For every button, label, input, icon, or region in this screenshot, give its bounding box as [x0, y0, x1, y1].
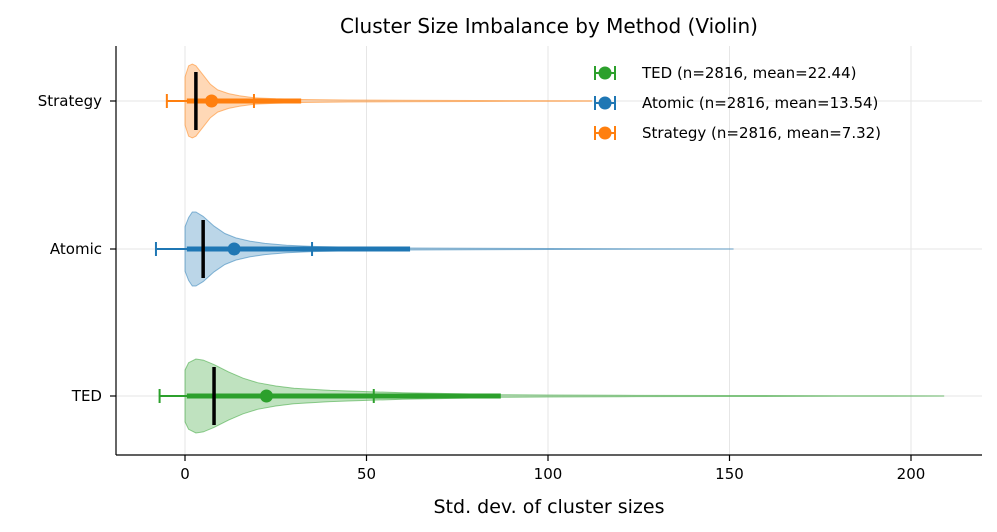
mean-marker — [227, 242, 241, 256]
y-tick-label: Atomic — [50, 240, 102, 258]
legend-label: Atomic (n=2816, mean=13.54) — [642, 94, 878, 112]
violin-body — [184, 63, 593, 139]
legend-item-strategy: Strategy (n=2816, mean=7.32) — [594, 124, 881, 142]
violin-strategy — [165, 63, 593, 139]
violin-ted — [158, 358, 945, 434]
mean-marker — [259, 389, 273, 403]
x-tick-label: 200 — [897, 465, 926, 483]
legend-marker — [598, 96, 612, 110]
x-tick-label: 0 — [180, 465, 190, 483]
legend-marker — [598, 66, 612, 80]
legend-marker — [598, 126, 612, 140]
legend: TED (n=2816, mean=22.44) Atomic (n=2816, … — [594, 64, 881, 142]
y-tick-label: Strategy — [38, 92, 102, 110]
chart-title: Cluster Size Imbalance by Method (Violin… — [340, 14, 758, 38]
y-tick-label: TED — [71, 387, 102, 405]
x-tick-label: 150 — [715, 465, 744, 483]
violin-body — [184, 211, 734, 287]
axes — [115, 46, 982, 456]
ticks: 0 50 100 150 200 TED Atomic Strategy — [38, 92, 926, 483]
legend-item-ted: TED (n=2816, mean=22.44) — [594, 64, 857, 82]
legend-label: Strategy (n=2816, mean=7.32) — [642, 124, 881, 142]
x-axis-label: Std. dev. of cluster sizes — [434, 496, 665, 518]
mean-marker — [205, 94, 219, 108]
legend-item-atomic: Atomic (n=2816, mean=13.54) — [594, 94, 878, 112]
violin-atomic — [154, 211, 734, 287]
violins — [154, 63, 945, 434]
x-tick-label: 100 — [534, 465, 563, 483]
x-tick-label: 50 — [357, 465, 376, 483]
violin-body — [184, 358, 945, 434]
legend-label: TED (n=2816, mean=22.44) — [641, 64, 857, 82]
